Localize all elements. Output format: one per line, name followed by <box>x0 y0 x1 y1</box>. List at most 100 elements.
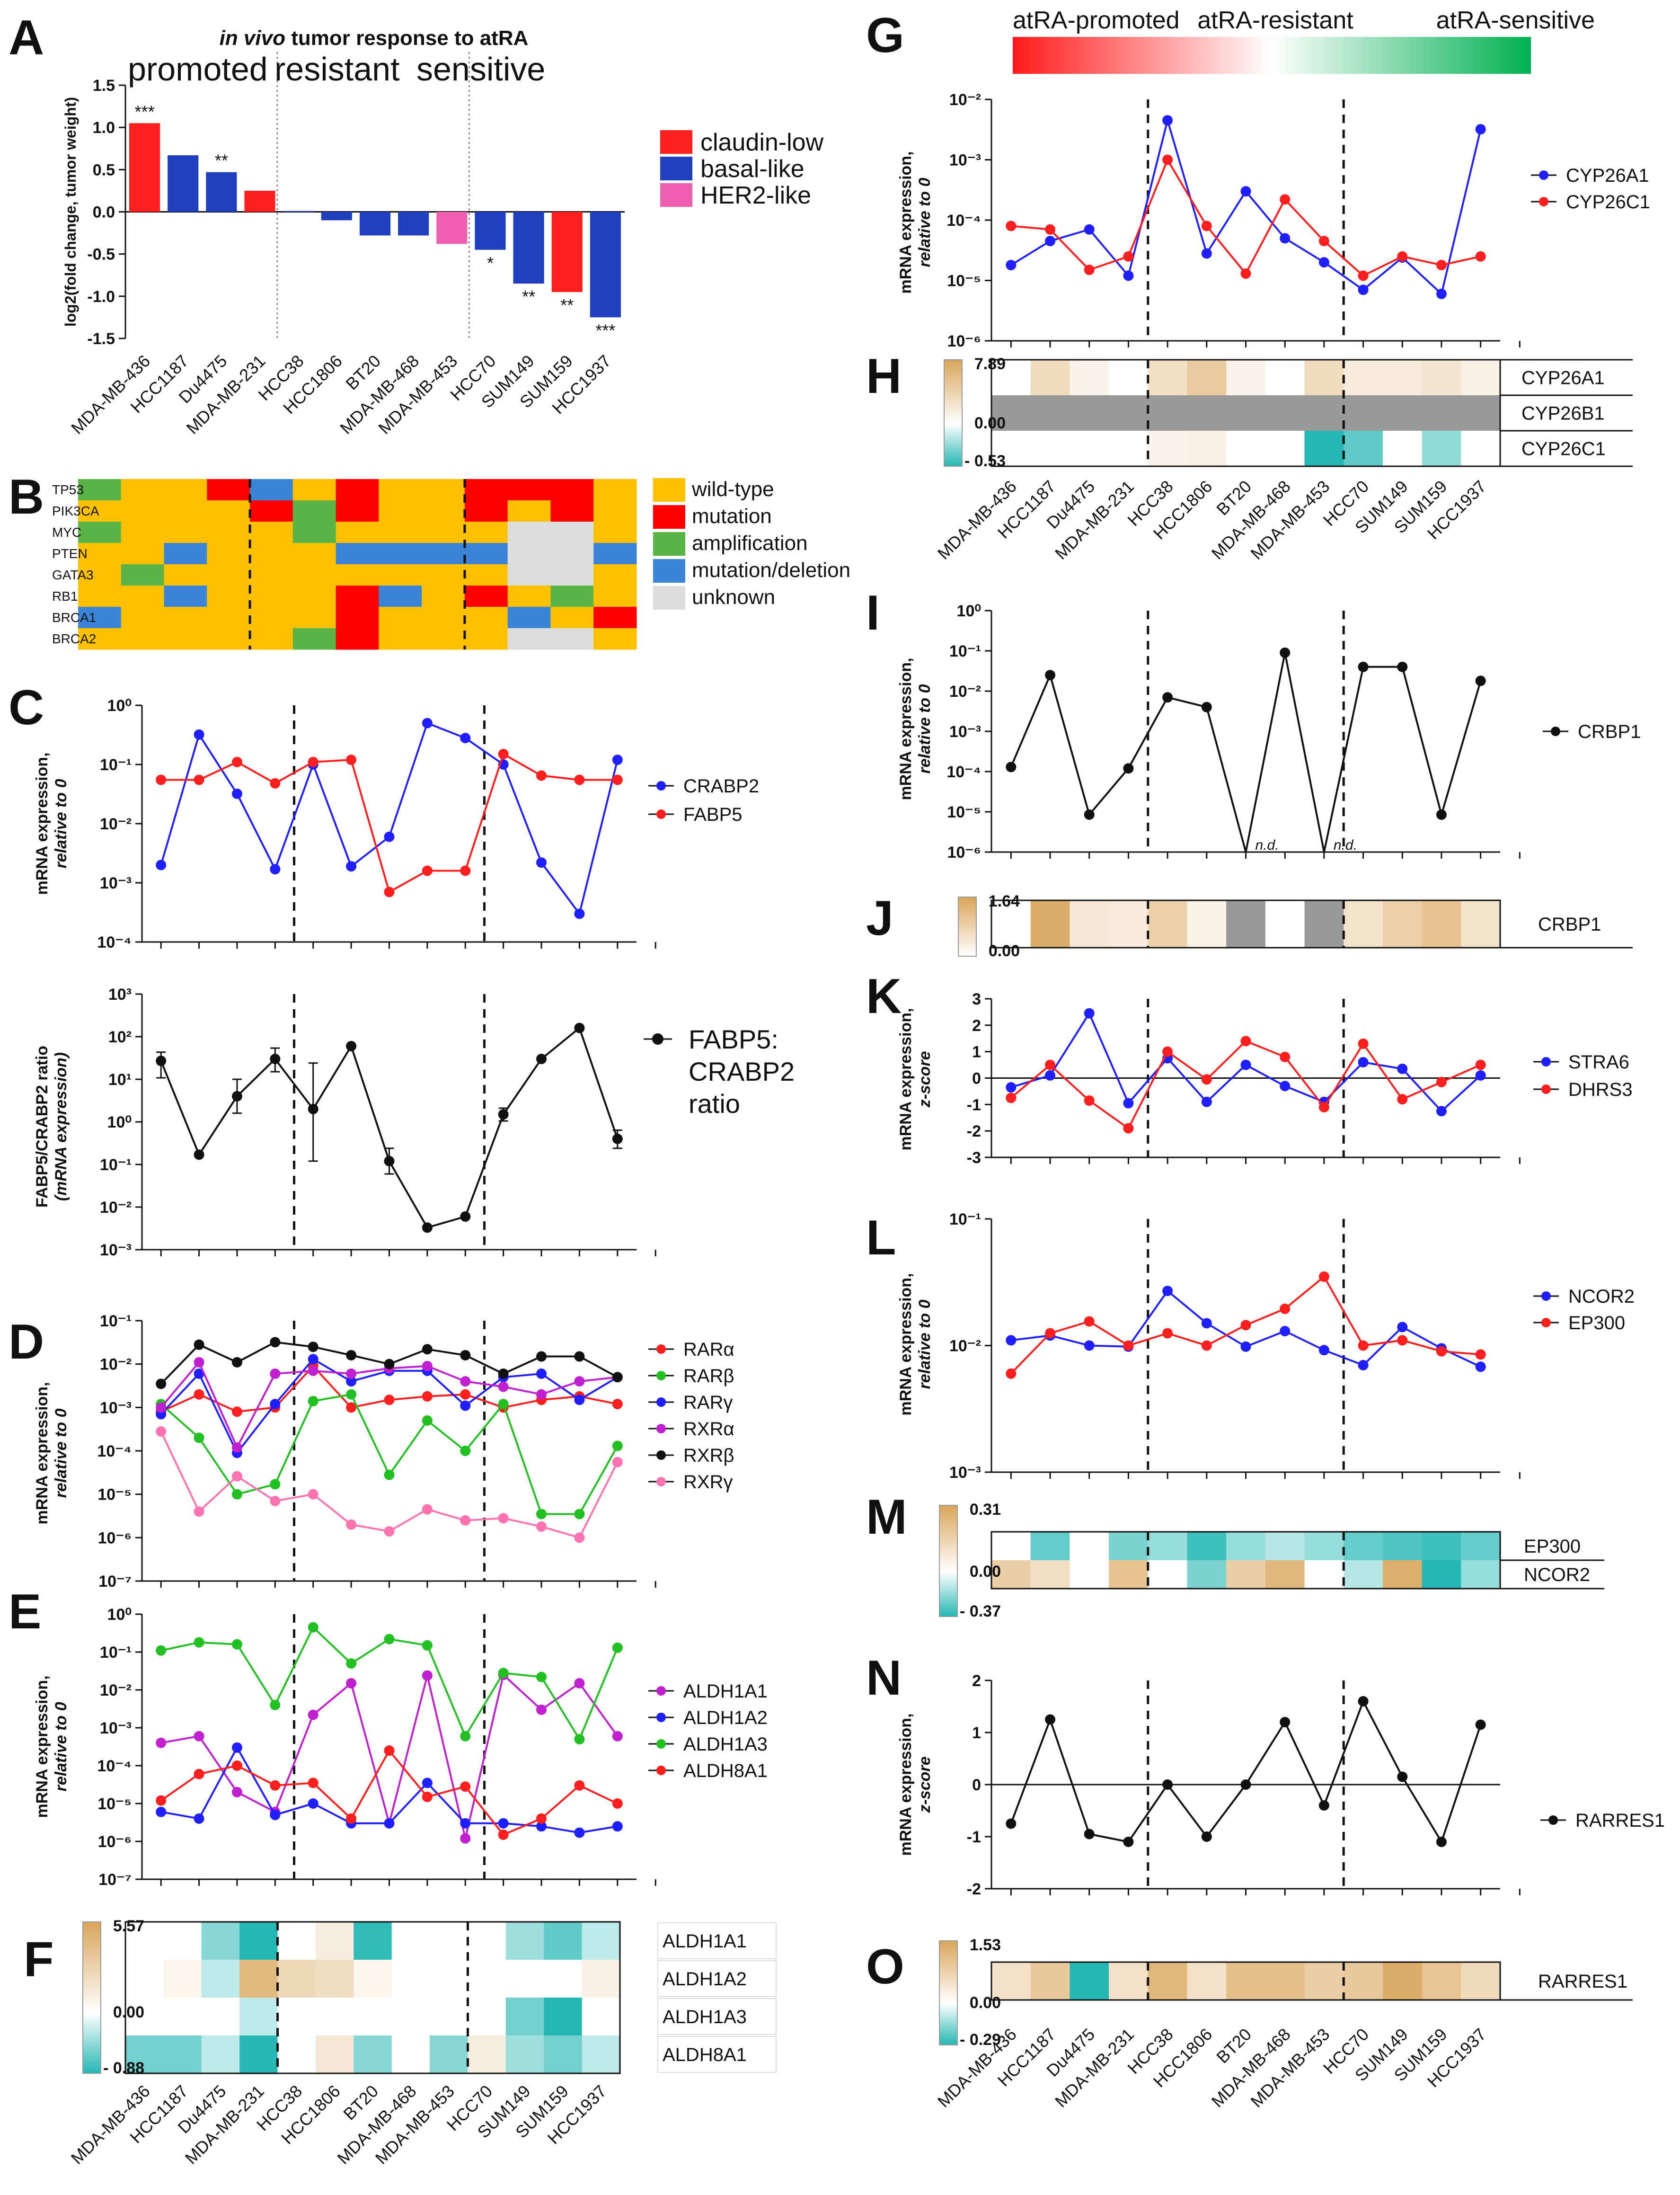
data-point-RXRβ <box>156 1378 167 1389</box>
panel-label-F: F <box>24 1932 54 1987</box>
data-point-RXRγ <box>194 1506 204 1517</box>
significance-label: ** <box>522 287 535 306</box>
data-point-FABP5 <box>460 865 471 876</box>
data-point-FABP5: CRABP2 ratio <box>574 1022 585 1033</box>
mutation-cell <box>379 500 422 522</box>
data-point-DHRS3 <box>1397 1094 1408 1105</box>
data-point-CRABP2 <box>270 864 281 875</box>
y-tick-label: 2 <box>972 1672 981 1690</box>
heat-cell <box>1304 1962 1344 2000</box>
data-point-ALDH1A1 <box>156 1737 167 1748</box>
heat-cell <box>430 1922 468 1960</box>
data-point-DHRS3 <box>1318 1102 1329 1112</box>
heat-cell <box>1030 900 1070 948</box>
data-point-RARβ <box>574 1509 585 1520</box>
scale-label: 5.57 <box>113 1917 144 1935</box>
data-point-ALDH8A1 <box>536 1813 547 1824</box>
series-line-CYP26C1 <box>1011 158 1481 277</box>
data-point-RXRβ <box>460 1350 471 1360</box>
data-point-ALDH1A3 <box>308 1622 318 1633</box>
mutation-cell <box>507 543 551 565</box>
heat-cell <box>1265 360 1305 396</box>
y-tick-label: -1 <box>967 1828 981 1846</box>
mutation-cell <box>250 479 293 501</box>
heat-cell <box>1226 1560 1266 1589</box>
panel-label-H: H <box>866 349 902 404</box>
data-point-CYP26A1 <box>1358 284 1369 295</box>
heat-cell <box>430 1960 468 1998</box>
heat-cell <box>1030 1532 1070 1561</box>
y-tick-label: 10⁻¹ <box>100 1312 132 1330</box>
series-line-nd <box>1205 652 1286 853</box>
data-point-CRBP1 <box>1084 809 1095 820</box>
legend-label: RARα <box>683 1339 734 1360</box>
gene-label: RARRES1 <box>1538 1971 1627 1992</box>
data-point-ALDH1A1 <box>194 1731 204 1742</box>
series-line-RARRES1 <box>1010 1699 1482 1844</box>
data-point-DHRS3 <box>1006 1093 1017 1103</box>
data-point-RARRES1 <box>1123 1837 1134 1847</box>
data-point-EP300 <box>1358 1340 1369 1351</box>
data-point-RARRES1 <box>1436 1837 1447 1847</box>
heat-cell <box>430 2035 468 2074</box>
mutation-cell <box>464 522 508 543</box>
y-tick-label: -2 <box>967 1880 981 1898</box>
data-point-ALDH1A3 <box>498 1668 509 1679</box>
legend-label: wild-type <box>691 478 774 501</box>
data-point-NCOR2 <box>1397 1322 1408 1333</box>
data-point-ALDH1A2 <box>422 1777 433 1788</box>
data-point-CYP26C1 <box>1358 270 1369 281</box>
data-point-RXRγ <box>346 1519 357 1530</box>
chart-title: in vivo tumor response to atRA <box>220 27 529 50</box>
data-point-CYP26A1 <box>1201 248 1212 259</box>
heat-cell <box>1461 431 1501 467</box>
gene-label: ALDH1A1 <box>663 1931 747 1952</box>
data-point-ALDH8A1 <box>308 1777 318 1788</box>
heat-cell <box>391 1998 430 2036</box>
data-point-RXRβ <box>194 1339 204 1350</box>
data-point-RARRES1 <box>1318 1800 1329 1811</box>
y-tick-label: 10⁻² <box>100 815 132 833</box>
data-point-RARRES1 <box>1162 1779 1173 1790</box>
data-point-RXRγ <box>308 1489 318 1500</box>
heat-cell <box>1030 360 1070 396</box>
data-point-CRBP1 <box>1006 762 1017 773</box>
heat-cell <box>1265 395 1305 431</box>
significance-label: * <box>487 253 494 273</box>
mutation-cell <box>507 564 551 586</box>
y-tick-label: 10⁻⁶ <box>947 332 981 350</box>
heat-cell <box>468 1960 506 1998</box>
data-point-ALDH1A1 <box>346 1678 357 1688</box>
mutation-cell <box>507 500 551 522</box>
legend-label: unknown <box>692 586 775 609</box>
mutation-cell <box>164 522 207 543</box>
mutation-cell <box>550 479 594 501</box>
scale-label: 0.00 <box>989 942 1020 960</box>
color-scale-bar <box>939 1940 958 2045</box>
heat-cell <box>354 1998 392 2036</box>
y-tick-label: 10⁰ <box>107 1606 132 1624</box>
mutation-cell <box>164 628 207 650</box>
data-point-CYP26C1 <box>1475 251 1486 262</box>
heat-cell <box>1109 1532 1149 1561</box>
heat-cell <box>1148 431 1187 467</box>
heat-cell <box>239 1960 278 1998</box>
heat-cell <box>125 1922 164 1960</box>
heat-cell <box>201 1922 240 1960</box>
heat-cell <box>277 1922 316 1960</box>
legend-label: RARRES1 <box>1575 1810 1665 1831</box>
legend-swatch <box>653 478 685 502</box>
data-point-RARα <box>231 1406 242 1417</box>
mutation-cell <box>292 500 336 522</box>
legend-label: FABP5 <box>683 804 743 825</box>
heat-cell <box>1304 360 1344 396</box>
legend-label: RARβ <box>683 1366 734 1386</box>
heat-cell <box>354 2035 392 2074</box>
heat-cell <box>163 2035 202 2074</box>
mutation-cell <box>550 500 594 522</box>
legend-marker <box>1541 1057 1551 1066</box>
y-tick-label: 10⁻⁴ <box>97 933 132 951</box>
data-point-DHRS3 <box>1475 1059 1486 1070</box>
panel-label-E: E <box>9 1584 41 1639</box>
mutation-cell <box>78 522 122 543</box>
